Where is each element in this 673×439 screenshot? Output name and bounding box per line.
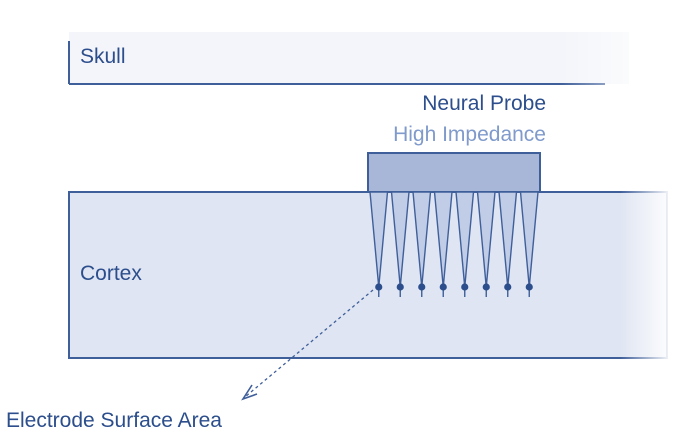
probe-shank [498,191,518,288]
skull-label: Skull [80,45,126,68]
neural-probe-label: Neural Probe [422,92,546,115]
probe-shank [519,191,539,288]
high-impedance-label: High Impedance [393,123,546,146]
probe-shank [412,191,432,288]
electrode-dot [504,283,512,291]
probe-shank [455,191,475,288]
electrode-dot [439,283,447,291]
electrode-surface-area-label: Electrode Surface Area [6,409,222,432]
probe-shanks [369,191,539,297]
cortex-label: Cortex [80,262,142,285]
electrode-dot [482,283,490,291]
electrode-dot [375,283,383,291]
cortex-layer [68,186,673,366]
skull-top-lines [72,12,580,31]
electrode-pointer-arrow [241,289,374,401]
probe-shank [433,191,453,288]
probe-shank [476,191,496,288]
probe-shank [369,191,389,288]
electrode-dot [525,283,533,291]
skull-layer [68,30,673,90]
probe-shank [390,191,410,288]
electrode-dot [396,283,404,291]
electrode-dot [418,283,426,291]
electrode-dot [461,283,469,291]
probe-head [367,152,541,193]
